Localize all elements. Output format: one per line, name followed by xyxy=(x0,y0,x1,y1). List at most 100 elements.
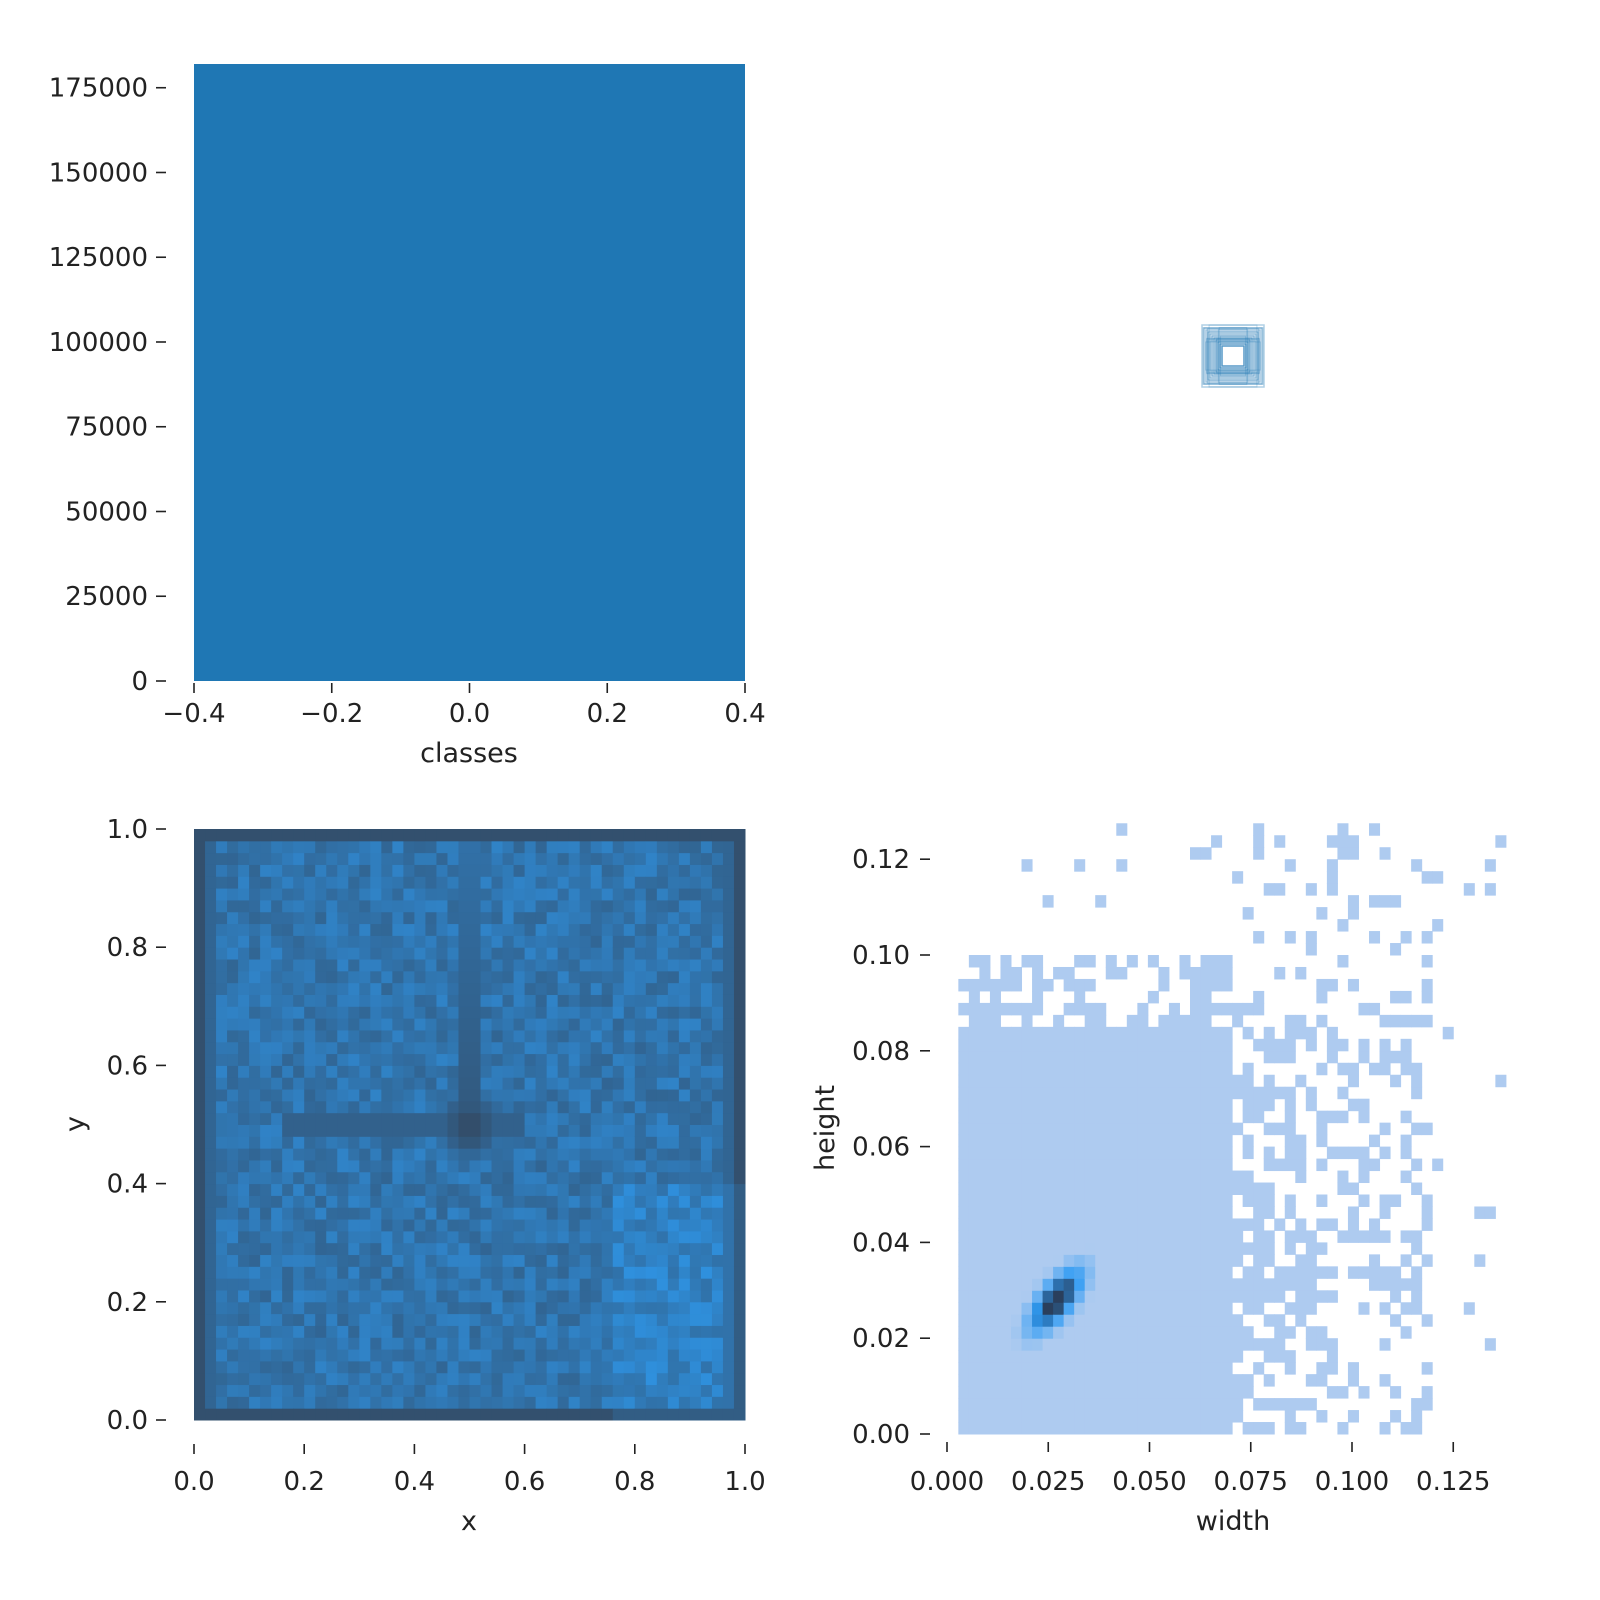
xy-heatmap-cell xyxy=(293,1266,305,1279)
xy-heatmap-cell xyxy=(601,970,614,984)
xy-heatmap-cell xyxy=(326,1018,338,1031)
xy-heatmap-cell xyxy=(711,829,724,842)
xy-heatmap-cell xyxy=(249,1195,261,1208)
wh-histogram-cell xyxy=(1063,1182,1075,1195)
xy-heatmap-cell xyxy=(623,1077,636,1090)
xy-heatmap-cell xyxy=(689,829,702,842)
xy-heatmap-cell xyxy=(403,852,415,865)
xy-heatmap-cell xyxy=(535,1278,548,1291)
xy-heatmap-cell xyxy=(634,994,647,1007)
xy-heatmap-cell xyxy=(634,1171,647,1185)
xy-heatmap-cell xyxy=(337,1112,349,1125)
xy-heatmap-cell xyxy=(469,1100,482,1114)
xy-heatmap-cell xyxy=(216,1230,228,1244)
xy-heatmap-cell xyxy=(513,1242,526,1256)
wh-histogram-cell xyxy=(1347,1062,1359,1076)
xy-heatmap-cell xyxy=(568,1337,581,1350)
xy-heatmap-cell xyxy=(326,1289,338,1303)
xy-heatmap-cell xyxy=(282,970,294,984)
xy-heatmap-cell xyxy=(535,1337,548,1350)
wh-histogram-cell xyxy=(1284,1026,1296,1040)
wh-histogram-cell xyxy=(1179,966,1191,980)
xy-heatmap-cell xyxy=(590,1195,603,1208)
xy-heatmap-cell xyxy=(359,1266,371,1279)
wh-histogram-cell xyxy=(979,1050,991,1064)
xy-heatmap-cell xyxy=(315,1171,327,1185)
wh-histogram-cell xyxy=(1010,1134,1023,1148)
xy-heatmap-cell xyxy=(359,1384,371,1397)
xy-heatmap-cell xyxy=(601,1408,614,1421)
wh-y-tick-label: 0.02 xyxy=(852,1324,910,1354)
xy-heatmap-cell xyxy=(524,1313,537,1326)
xy-heatmap-cell xyxy=(205,1289,217,1303)
xy-heatmap-cell xyxy=(337,1077,349,1090)
wh-histogram-cell xyxy=(1326,1338,1338,1351)
xy-heatmap-cell xyxy=(392,911,404,925)
xy-heatmap-cell xyxy=(535,1301,548,1315)
xy-heatmap-cell xyxy=(436,994,448,1007)
xy-heatmap-cell xyxy=(678,1384,691,1397)
xy-heatmap-cell xyxy=(700,829,713,842)
xy-heatmap-cell xyxy=(590,1148,603,1161)
xy-heatmap-cell xyxy=(491,1077,504,1090)
xy-heatmap-cell xyxy=(469,852,482,865)
wh-histogram-cell xyxy=(1042,1086,1054,1100)
xy-heatmap-cell xyxy=(315,1100,327,1114)
wh-histogram-cell xyxy=(1200,1254,1212,1267)
xy-heatmap-cell xyxy=(458,1337,470,1350)
xy-heatmap-cell xyxy=(359,1112,371,1125)
wh-histogram-cell xyxy=(1190,1290,1202,1303)
xy-heatmap-cell xyxy=(579,1408,592,1421)
xy-heatmap-cell xyxy=(425,935,437,948)
xy-heatmap-cell xyxy=(238,1372,250,1386)
xy-heatmap-cell xyxy=(458,829,470,842)
xy-heatmap-cell xyxy=(216,1112,228,1125)
wh-histogram-cell xyxy=(979,1002,991,1016)
xy-heatmap-cell xyxy=(623,864,636,877)
xy-heatmap-cell xyxy=(227,1112,239,1125)
wh-histogram-cell xyxy=(1179,1398,1191,1411)
wh-histogram-cell xyxy=(1168,1290,1180,1303)
wh-histogram-cell xyxy=(1179,1158,1191,1172)
wh-histogram-cell xyxy=(1063,1158,1075,1172)
xy-heatmap-cell xyxy=(711,840,724,854)
xy-heatmap-cell xyxy=(601,1171,614,1185)
xy-heatmap-cell xyxy=(546,1171,559,1185)
xy-heatmap-cell xyxy=(502,1360,515,1374)
wh-histogram-cell xyxy=(1147,1314,1159,1327)
xy-heatmap-cell xyxy=(271,1360,283,1374)
wh-histogram-cell xyxy=(1074,1170,1086,1184)
xy-heatmap-cell xyxy=(348,1041,360,1055)
xy-heatmap-cell xyxy=(293,1053,305,1066)
wh-histogram-cell xyxy=(1063,1206,1075,1219)
xy-heatmap-cell xyxy=(689,1100,702,1114)
wh-histogram-cell xyxy=(1200,990,1212,1004)
xy-heatmap-cell xyxy=(480,1100,493,1114)
wh-histogram-cell xyxy=(1010,1170,1023,1184)
xy-heatmap-cell xyxy=(513,1089,526,1102)
wh-histogram-cell xyxy=(1316,1218,1328,1231)
xy-heatmap-cell xyxy=(623,888,636,901)
xy-heatmap-cell xyxy=(392,1384,404,1397)
xy-heatmap-cell xyxy=(304,1325,316,1338)
xy-heatmap-cell xyxy=(645,982,658,995)
wh-histogram-cell xyxy=(968,1122,980,1136)
xy-heatmap-cell xyxy=(403,1360,415,1374)
xy-heatmap-cell xyxy=(359,888,371,901)
wh-histogram-cell xyxy=(1095,1110,1107,1124)
xy-heatmap-cell xyxy=(634,1278,647,1291)
xy-heatmap-cell xyxy=(601,1337,614,1350)
wh-histogram-cell xyxy=(1337,847,1349,860)
xy-heatmap-cell xyxy=(645,1183,658,1196)
xy-heatmap-cell xyxy=(227,947,239,960)
wh-histogram-cell xyxy=(1105,1218,1117,1231)
xy-heatmap-cell xyxy=(282,1372,294,1386)
xy-heatmap-cell xyxy=(612,1384,625,1397)
xy-heatmap-cell xyxy=(370,1124,382,1137)
wh-histogram-cell xyxy=(1116,1170,1128,1184)
xy-heatmap-cell xyxy=(524,829,537,842)
xy-heatmap-cell xyxy=(403,994,415,1007)
xy-heatmap-cell xyxy=(722,911,735,925)
xy-heatmap-cell xyxy=(293,829,305,842)
wh-histogram-cell xyxy=(1095,1182,1107,1195)
